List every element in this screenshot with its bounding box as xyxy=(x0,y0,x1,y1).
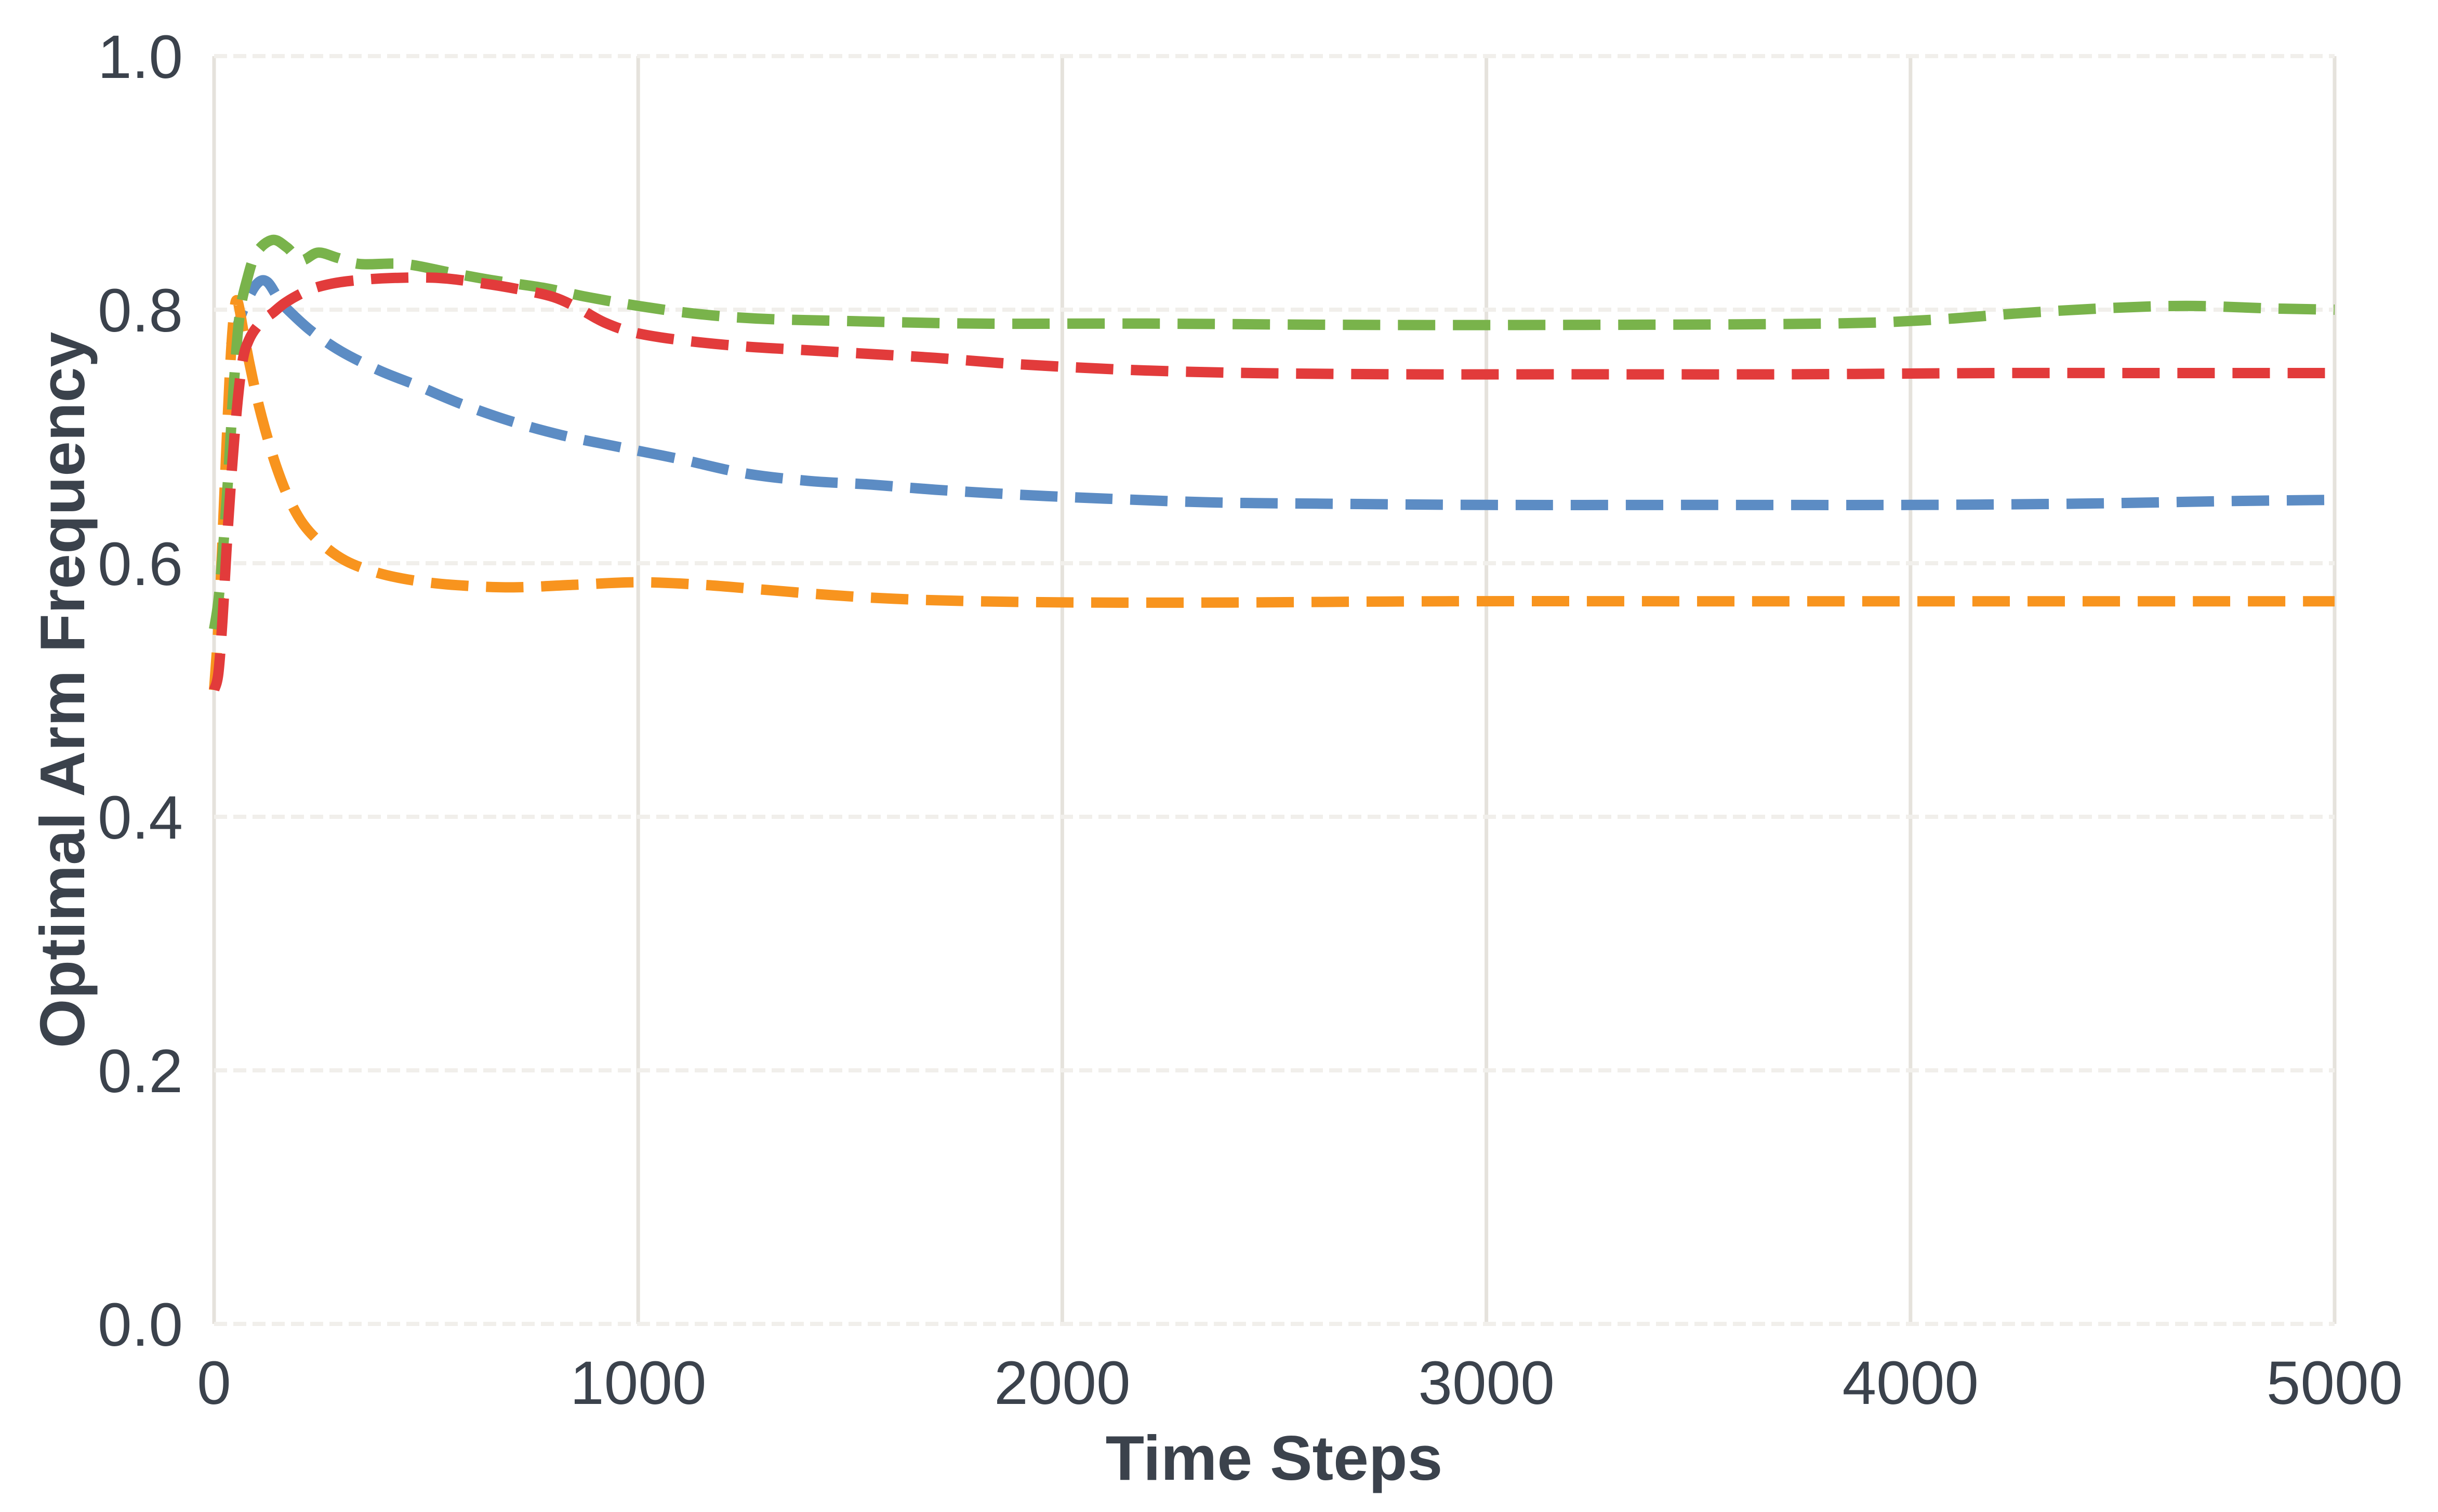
series-line-red xyxy=(209,272,2335,692)
x-tick-labels: 0 1000 2000 3000 4000 5000 xyxy=(197,1349,2403,1417)
x-tick-label: 0 xyxy=(197,1349,231,1417)
y-tick-label: 1.0 xyxy=(98,23,183,91)
series-line-blue xyxy=(226,275,2335,510)
x-axis-title: Time Steps xyxy=(1106,1423,1443,1493)
y-tick-label: 0.4 xyxy=(98,784,183,852)
data-series xyxy=(209,234,2335,692)
x-tick-label: 3000 xyxy=(1418,1349,1555,1417)
x-tick-label: 1000 xyxy=(570,1349,707,1417)
y-tick-label: 0.0 xyxy=(98,1291,183,1359)
x-tick-label: 4000 xyxy=(1843,1349,1979,1417)
series-line-green xyxy=(209,234,2335,630)
y-axis-title: Optimal Arm Frequency xyxy=(27,332,98,1049)
vertical-gridlines xyxy=(212,56,2337,1324)
y-tick-label: 0.2 xyxy=(98,1037,183,1106)
horizontal-gridlines xyxy=(214,54,2335,1326)
y-tick-label: 0.6 xyxy=(98,530,183,599)
y-tick-label: 0.8 xyxy=(98,276,183,345)
x-tick-label: 5000 xyxy=(2267,1349,2403,1417)
x-tick-label: 2000 xyxy=(994,1349,1131,1417)
series-line-orange xyxy=(209,295,2335,691)
y-tick-labels: 0.0 0.2 0.4 0.6 0.8 1.0 xyxy=(98,23,183,1359)
